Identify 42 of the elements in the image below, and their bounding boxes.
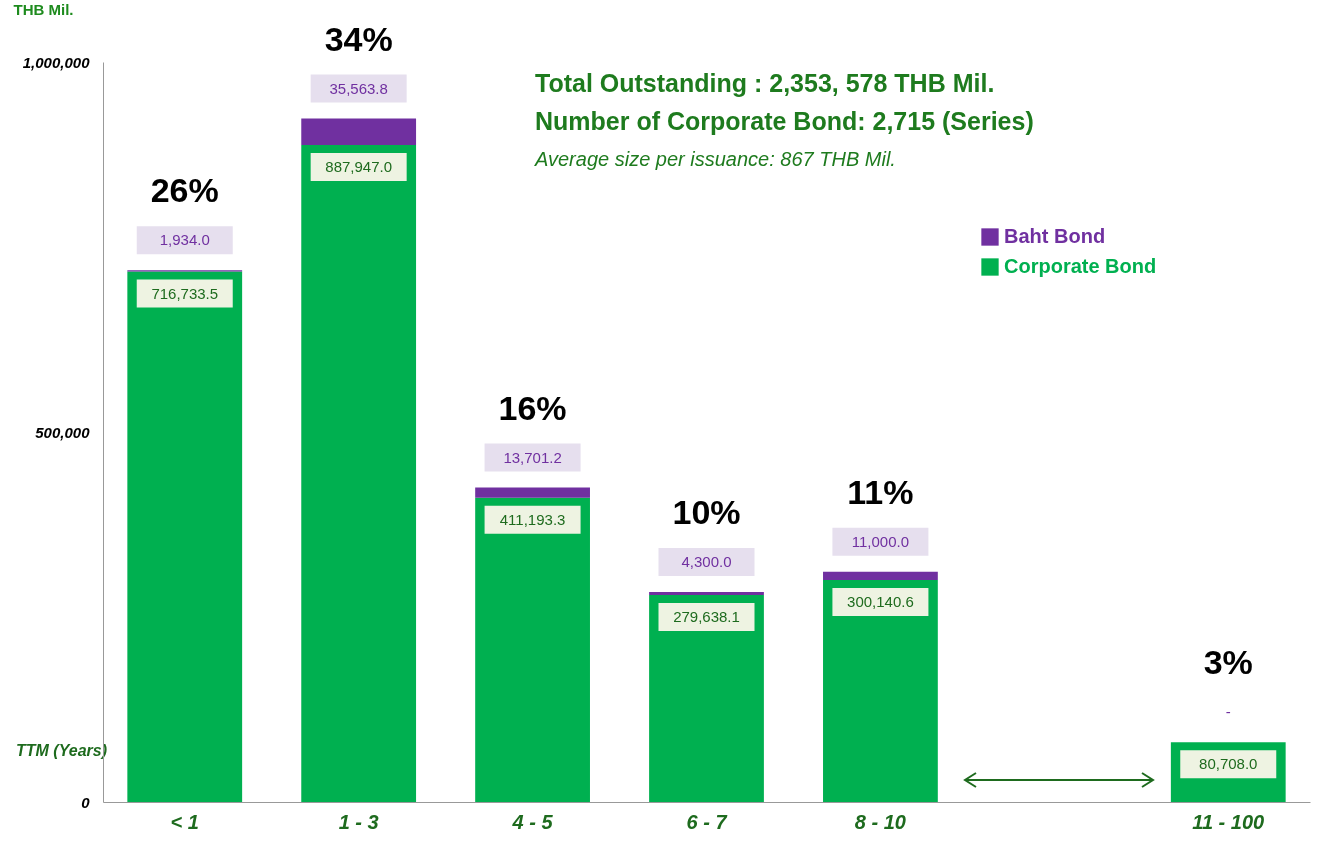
- legend-label: Corporate Bond: [1004, 255, 1157, 277]
- annotation: 3%: [1203, 643, 1253, 682]
- data-label: 887,947.0: [325, 157, 393, 175]
- annotation: 11%: [847, 472, 914, 511]
- annotation: 26%: [150, 171, 219, 210]
- legend-label: Baht Bond: [1004, 225, 1106, 247]
- data-label: 279,638.1: [673, 608, 740, 626]
- y-tick-label: 500,000: [35, 423, 91, 441]
- x-tick-label: 1 - 3: [338, 810, 379, 833]
- bar: [823, 571, 938, 580]
- data-label: 80,708.0: [1199, 755, 1258, 773]
- bar: [475, 487, 590, 498]
- bar: [127, 271, 243, 802]
- bar: [301, 144, 417, 802]
- y-axis-title: THB Mil.: [13, 0, 74, 18]
- data-label: 411,193.3: [499, 510, 566, 528]
- bar: [475, 497, 590, 802]
- annotation: 16%: [498, 388, 567, 427]
- data-label: 716,733.5: [151, 284, 219, 302]
- annotation: 10%: [672, 492, 741, 531]
- data-label: 1,934.0: [159, 231, 210, 249]
- y-tick-label: 0: [81, 793, 91, 811]
- data-label: 35,563.8: [329, 79, 388, 97]
- bar: [301, 118, 417, 145]
- annotation: Total Outstanding : 2,353, 578 THB Mil.: [535, 69, 995, 97]
- data-label: 13,701.2: [503, 448, 562, 466]
- annotation: Average size per issuance: 867 THB Mil.: [534, 148, 896, 170]
- bar: [649, 595, 764, 802]
- x-tick-label: 6 - 7: [686, 810, 728, 833]
- y-tick-label: 1,000,000: [22, 53, 91, 71]
- annotation: 34%: [324, 19, 393, 58]
- x-tick-label: 4 - 5: [511, 810, 554, 833]
- text: -: [1225, 703, 1231, 721]
- data-label: 11,000.0: [851, 532, 910, 550]
- x-tick-label: 11 - 100: [1192, 810, 1265, 833]
- annotation: Number of Corporate Bond: 2,715 (Series): [535, 107, 1034, 135]
- data-label: 300,140.6: [847, 592, 914, 610]
- x-axis-title: TTM (Years): [16, 741, 107, 759]
- data-label: 4,300.0: [681, 552, 732, 570]
- x-tick-label: 8 - 10: [854, 810, 906, 833]
- x-tick-label: < 1: [170, 810, 199, 833]
- bar: [649, 591, 764, 596]
